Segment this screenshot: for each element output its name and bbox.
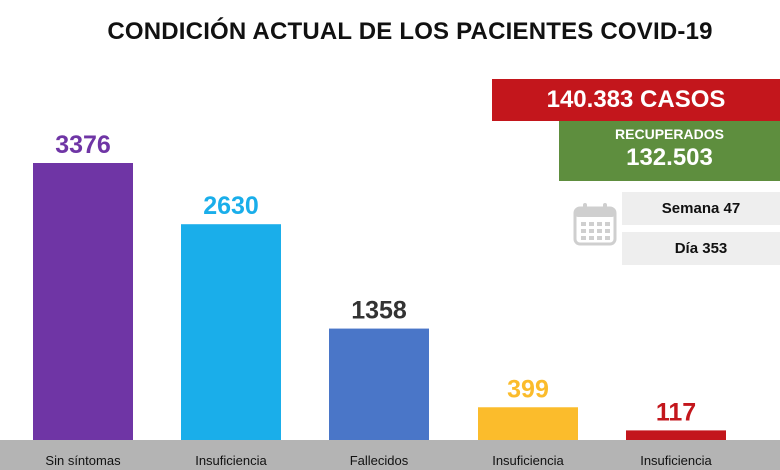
category-label-5: Insuficiencia [640,453,712,468]
total-cases-badge: 140.383 CASOS [492,79,780,121]
chart-title: CONDICIÓN ACTUAL DE LOS PACIENTES COVID-… [107,18,713,45]
value-label-3: 1358 [351,297,407,325]
day-chip: Día 353 [622,232,780,265]
bar-2 [181,224,281,440]
recovered-badge: RECUPERADOS 132.503 [559,121,780,181]
value-label-5: 117 [656,398,696,426]
category-label-3: Fallecidos [350,453,409,468]
category-label-4: Insuficiencia [492,453,564,468]
category-label-2: Insuficiencia [195,453,267,468]
week-chip: Semana 47 [622,192,780,225]
category-baseline [0,440,780,470]
value-label-1: 3376 [55,131,111,159]
recovered-value: 132.503 [626,144,713,171]
value-label-2: 2630 [203,192,259,220]
bar-3 [329,328,429,440]
calendar-icon [573,203,617,246]
category-label-1: Sin síntomas [45,453,121,468]
bar-5 [626,430,726,440]
bar-4 [478,407,578,440]
bar-1 [33,163,133,440]
value-label-4: 399 [507,375,549,403]
recovered-label: RECUPERADOS [615,126,724,142]
